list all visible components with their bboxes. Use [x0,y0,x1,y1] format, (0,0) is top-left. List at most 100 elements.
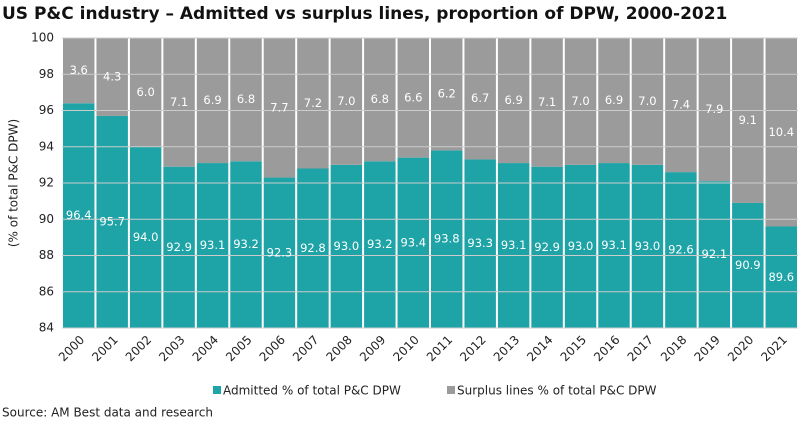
bar-segment [364,38,396,162]
plot-area [63,38,797,328]
x-tick-label: 2011 [424,333,455,364]
bar-segment [263,177,296,328]
value-label: 94.0 [133,230,159,244]
bar-segment [531,166,563,328]
x-tick-label: 2001 [89,333,120,364]
value-label: 92.8 [300,241,326,255]
bar-segment [598,38,630,164]
value-label: 93.0 [568,239,594,253]
bar-segment [732,202,764,328]
value-label: 6.8 [371,92,389,106]
bar-segment [564,164,597,328]
value-label: 95.7 [99,214,125,228]
value-label: 7.4 [672,98,690,112]
bar-segment [431,150,463,328]
x-tick-label: 2014 [524,333,555,364]
value-label: 7.9 [705,102,723,116]
x-tick-label: 2018 [658,333,689,364]
bar-segment [698,181,731,328]
y-tick-label: 94 [39,139,54,153]
bar-segment [698,38,731,182]
x-tick-label: 2004 [190,333,221,364]
source: Source: AM Best data and research [2,406,213,420]
bar-segment [431,38,463,151]
y-tick-label: 88 [39,248,54,262]
value-label: 7.7 [270,100,288,114]
bar-segment [129,146,162,328]
bar-segment [732,38,764,203]
value-label: 6.9 [605,93,623,107]
x-tick-label: 2000 [56,333,87,364]
value-label: 93.1 [601,238,627,252]
bar-segment [464,38,496,160]
value-label: 93.2 [367,237,393,251]
x-tick-label: 2015 [558,333,589,364]
value-label: 89.6 [768,270,794,284]
y-tick-label: 98 [39,67,54,81]
value-label: 93.1 [200,238,226,252]
bar-segment [263,38,296,178]
bar-segment [96,115,128,328]
value-label: 92.1 [702,247,728,261]
bar-segment [598,163,630,328]
bar-segment [63,38,95,104]
value-label: 92.9 [534,240,560,254]
value-label: 7.0 [638,94,656,108]
value-label: 7.1 [170,95,188,109]
bar-segment [464,159,496,328]
bar-segment [397,38,429,158]
value-label: 10.4 [768,125,794,139]
x-tick-label: 2005 [223,333,254,364]
value-label: 93.0 [635,239,661,253]
y-tick-label: 84 [39,321,54,335]
x-tick-label: 2012 [457,333,488,364]
x-tick-label: 2007 [290,333,321,364]
y-tick-label: 96 [39,103,54,117]
bar-segment [330,38,363,165]
x-tick-label: 2017 [625,333,656,364]
legend-label: Admitted % of total P&C DPW [223,384,401,398]
bar-segment [230,38,262,162]
x-tick-label: 2019 [691,333,722,364]
x-tick-label: 2013 [491,333,522,364]
bar-segment [665,172,697,328]
bar-segment [330,164,363,328]
x-tick-label: 2003 [156,333,187,364]
bar-segment [129,38,162,147]
value-label: 9.1 [739,113,757,127]
y-tick-label: 92 [39,176,54,190]
bar-segment [631,38,664,165]
bar-segment [63,103,95,328]
value-label: 93.2 [233,237,259,251]
value-label: 7.2 [304,96,322,110]
value-label: 92.3 [267,245,293,259]
value-label: 6.7 [471,91,489,105]
value-label: 93.4 [400,235,426,249]
bar-segment [297,168,329,328]
bar-segment [631,164,664,328]
value-label: 6.9 [504,93,522,107]
value-label: 3.6 [70,63,88,77]
legend-swatch [447,386,455,394]
value-label: 7.1 [538,95,556,109]
x-tick-label: 2006 [257,333,288,364]
bar-segment [230,161,262,328]
chart-title: US P&C industry – Admitted vs surplus li… [2,4,727,24]
bar-segment [665,38,697,173]
value-label: 92.9 [166,240,192,254]
value-label: 6.8 [237,92,255,106]
value-label: 6.6 [404,90,422,104]
x-tick-label: 2009 [357,333,388,364]
x-tick-label: 2016 [591,333,622,364]
value-label: 93.8 [434,232,460,246]
y-tick-label: 86 [39,284,54,298]
value-label: 90.9 [735,258,761,272]
value-label: 93.3 [467,236,493,250]
value-label: 6.2 [438,87,456,101]
y-tick-label: 90 [39,212,54,226]
bar-segment [364,161,396,328]
legend-label: Surplus lines % of total P&C DPW [457,384,657,398]
legend-swatch [213,386,221,394]
y-tick-label: 100 [31,31,54,45]
